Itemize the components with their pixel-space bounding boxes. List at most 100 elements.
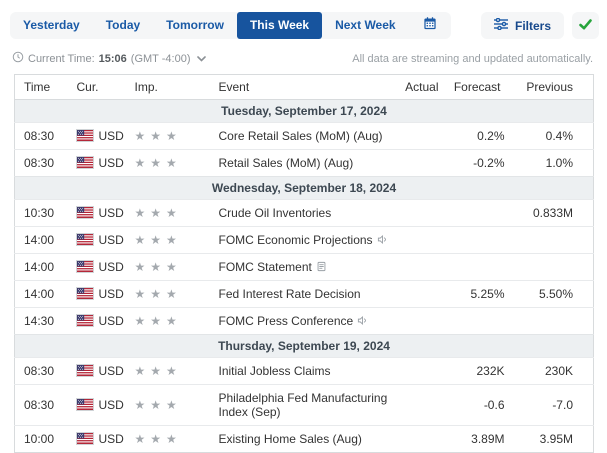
- tab-next-week[interactable]: Next Week: [335, 18, 396, 32]
- event-row[interactable]: 14:00 USD ★★★ FOMC Economic Projections: [14, 226, 594, 254]
- event-time: 08:30: [14, 149, 77, 177]
- economic-calendar: Time Cur. Imp. Event Actual Forecast Pre…: [14, 74, 594, 453]
- event-time: 14:00: [14, 226, 77, 254]
- currency-code: USD: [98, 206, 124, 220]
- clock-icon: [12, 51, 24, 66]
- star-icon: ★: [150, 287, 167, 301]
- currency-cell[interactable]: USD: [75, 425, 135, 453]
- us-flag-icon: [75, 206, 94, 219]
- forecast-value: [446, 226, 509, 254]
- event-row[interactable]: 08:30 USD ★★★ Initial Jobless Claims 232K 230…: [14, 357, 594, 385]
- star-icon: ★: [150, 129, 167, 143]
- calendar-picker-button[interactable]: [409, 12, 451, 39]
- event-name[interactable]: Crude Oil Inventories: [218, 199, 397, 227]
- event-row[interactable]: 10:00 USD ★★★ Existing Home Sales (Aug) 3.89…: [14, 425, 594, 453]
- us-flag-icon: [75, 398, 94, 411]
- event-row[interactable]: 14:00 USD ★★★ Fed Interest Rate Decision 5.2…: [14, 280, 594, 308]
- star-icon: ★: [150, 314, 167, 328]
- importance-stars: ★★★: [134, 199, 219, 227]
- star-icon: ★: [150, 398, 167, 412]
- currency-cell[interactable]: USD: [75, 149, 135, 177]
- event-row[interactable]: 14:30 USD ★★★ FOMC Press Conference: [14, 307, 594, 335]
- tab-today[interactable]: Today: [105, 18, 141, 32]
- col-previous: Previous: [508, 74, 594, 100]
- us-flag-icon: [75, 156, 94, 169]
- currency-cell[interactable]: USD: [75, 199, 135, 227]
- check-icon: [579, 17, 592, 35]
- currency-cell[interactable]: USD: [75, 280, 135, 308]
- forecast-value: 232K: [446, 357, 509, 385]
- timezone-value: (GMT -4:00): [130, 52, 191, 65]
- event-name[interactable]: FOMC Economic Projections: [218, 226, 397, 254]
- col-event: Event: [218, 74, 397, 100]
- speaker-icon: [358, 316, 367, 325]
- event-name[interactable]: Retail Sales (MoM) (Aug): [218, 149, 397, 177]
- actual-value: [396, 122, 447, 150]
- forecast-value: [446, 253, 509, 281]
- actual-value: [396, 199, 447, 227]
- currency-cell[interactable]: USD: [75, 307, 135, 335]
- current-time-value: 15:06: [98, 52, 127, 65]
- event-time: 08:30: [14, 357, 77, 385]
- forecast-value: [446, 307, 509, 335]
- event-label: Crude Oil Inventories: [218, 206, 332, 220]
- currency-cell[interactable]: USD: [75, 226, 135, 254]
- currency-cell[interactable]: USD: [75, 122, 135, 150]
- col-actual: Actual: [396, 74, 447, 100]
- event-name[interactable]: Initial Jobless Claims: [218, 357, 397, 385]
- calendar-icon: [422, 16, 438, 36]
- importance-stars: ★★★: [134, 307, 219, 335]
- event-row[interactable]: 08:30 USD ★★★ Core Retail Sales (MoM) (Aug)…: [14, 122, 594, 150]
- currency-cell[interactable]: USD: [75, 384, 135, 426]
- event-name[interactable]: Existing Home Sales (Aug): [218, 425, 397, 453]
- event-row[interactable]: 08:30 USD ★★★ Retail Sales (MoM) (Aug) -0.2%…: [14, 149, 594, 177]
- event-time: 14:00: [14, 280, 77, 308]
- event-name[interactable]: FOMC Statement: [218, 253, 397, 281]
- current-time-selector[interactable]: Current Time: 15:06 (GMT -4:00): [12, 51, 207, 66]
- us-flag-icon: [75, 233, 94, 246]
- filters-label: Filters: [514, 18, 551, 33]
- streaming-note: All data are streaming and updated autom…: [352, 52, 593, 65]
- event-name[interactable]: Philadelphia Fed Manufacturing Index (Se…: [218, 384, 397, 426]
- tab-this-week[interactable]: This Week: [236, 12, 323, 39]
- tab-tomorrow[interactable]: Tomorrow: [166, 18, 224, 32]
- day-section-header: Thursday, September 19, 2024: [14, 334, 594, 358]
- event-label: Existing Home Sales (Aug): [218, 432, 362, 446]
- star-icon: ★: [134, 364, 151, 378]
- event-name[interactable]: Core Retail Sales (MoM) (Aug): [218, 122, 397, 150]
- streaming-toggle-button[interactable]: [572, 12, 599, 39]
- previous-value: [508, 253, 594, 281]
- chevron-down-icon[interactable]: [197, 55, 207, 62]
- importance-stars: ★★★: [134, 122, 219, 150]
- event-label: Philadelphia Fed Manufacturing Index (Se…: [218, 391, 388, 419]
- importance-stars: ★★★: [134, 253, 219, 281]
- event-name[interactable]: Fed Interest Rate Decision: [218, 280, 397, 308]
- star-icon: ★: [150, 156, 167, 170]
- table-header-row: Time Cur. Imp. Event Actual Forecast Pre…: [14, 74, 594, 100]
- event-row[interactable]: 08:30 USD ★★★ Philadelphia Fed Manufacturin…: [14, 384, 594, 426]
- event-name[interactable]: FOMC Press Conference: [218, 307, 397, 335]
- previous-value: [508, 226, 594, 254]
- filter-sliders-icon: [493, 17, 508, 33]
- tab-yesterday[interactable]: Yesterday: [23, 18, 80, 32]
- star-icon: ★: [134, 398, 151, 412]
- previous-value: -7.0: [508, 384, 594, 426]
- filters-button[interactable]: Filters: [480, 12, 564, 39]
- currency-cell[interactable]: USD: [75, 253, 135, 281]
- star-icon: ★: [150, 206, 167, 220]
- currency-code: USD: [98, 287, 124, 301]
- event-row[interactable]: 14:00 USD ★★★ FOMC Statement: [14, 253, 594, 281]
- forecast-value: 0.2%: [446, 122, 509, 150]
- star-icon: ★: [166, 206, 182, 220]
- previous-value: 230K: [508, 357, 594, 385]
- star-icon: ★: [166, 398, 182, 412]
- event-time: 08:30: [14, 122, 77, 150]
- star-icon: ★: [134, 314, 151, 328]
- currency-cell[interactable]: USD: [75, 357, 135, 385]
- event-label: FOMC Economic Projections: [218, 233, 373, 247]
- statusbar: Current Time: 15:06 (GMT -4:00) All data…: [12, 51, 593, 66]
- currency-code: USD: [98, 129, 124, 143]
- us-flag-icon: [75, 129, 94, 142]
- day-section-header: Tuesday, September 17, 2024: [14, 99, 594, 123]
- event-row[interactable]: 10:30 USD ★★★ Crude Oil Inventories 0.833M: [14, 199, 594, 227]
